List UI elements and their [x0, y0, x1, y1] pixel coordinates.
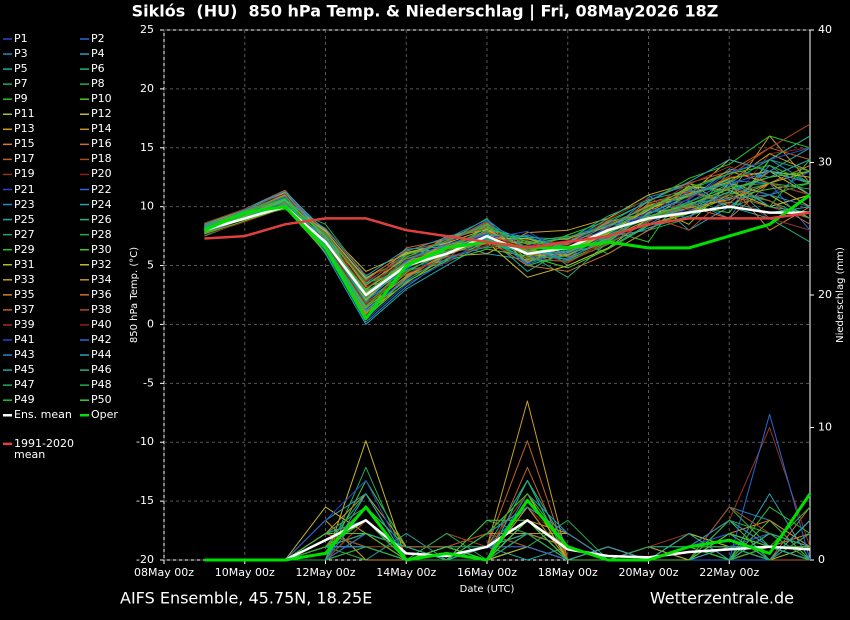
- legend-label: P16: [91, 137, 112, 151]
- y-tick-label: 10: [140, 200, 154, 213]
- y2-tick-label: 40: [818, 23, 832, 36]
- x-axis-label: Date (UTC): [460, 584, 515, 595]
- legend-label: P7: [14, 77, 28, 91]
- legend-label: P45: [14, 363, 35, 377]
- temp-line: [204, 211, 811, 250]
- legend-label: P46: [91, 363, 112, 377]
- legend-label: P26: [91, 212, 112, 226]
- legend-label: P36: [91, 287, 112, 301]
- y2-tick-label: 0: [818, 553, 825, 566]
- legend-label: P4: [91, 47, 105, 61]
- y-tick-label: 0: [147, 317, 154, 330]
- legend-label: P48: [91, 378, 112, 392]
- legend-label: Ens. mean: [14, 408, 72, 422]
- legend-label: P15: [14, 137, 35, 151]
- legend-label: P35: [14, 287, 35, 301]
- x-tick-label: 18May 00z: [538, 566, 598, 579]
- legend-label: P32: [91, 257, 112, 271]
- y-tick-label: -15: [136, 494, 154, 507]
- y2-tick-label: 30: [818, 156, 832, 169]
- legend-label: P37: [14, 302, 35, 316]
- footer-right: Wetterzentrale.de: [650, 589, 794, 608]
- legend-label: P22: [91, 182, 112, 196]
- legend-label: P44: [91, 348, 112, 362]
- legend-label: P47: [14, 378, 35, 392]
- precip-line: [204, 492, 812, 562]
- legend-label: P1: [14, 32, 28, 45]
- footer-left: AIFS Ensemble, 45.75N, 18.25E: [120, 589, 372, 608]
- legend-label: P39: [14, 317, 35, 331]
- legend-label: P24: [91, 197, 112, 211]
- x-tick-label: 14May 00z: [376, 566, 436, 579]
- legend-label: P6: [91, 62, 105, 76]
- x-tick-label: 20May 00z: [618, 566, 678, 579]
- legend-label: P10: [91, 92, 112, 106]
- x-tick-label: 22May 00z: [699, 566, 759, 579]
- x-tick-label: 10May 00z: [215, 566, 275, 579]
- y-tick-label: -20: [136, 553, 154, 566]
- legend-label: P30: [91, 242, 112, 256]
- temp-line: [204, 182, 811, 318]
- legend-label: P31: [14, 257, 35, 271]
- y-tick-label: 25: [140, 23, 154, 36]
- precip-line: [204, 519, 811, 561]
- temp-line: [204, 159, 811, 277]
- chart-title: Siklós (HU) 850 hPa Temp. & Niederschlag…: [132, 2, 719, 22]
- y-axis-label: 850 hPa Temp. (°C): [129, 247, 140, 343]
- legend-label: P23: [14, 197, 35, 211]
- precip-line: [204, 493, 811, 561]
- legend-label: P5: [14, 62, 28, 76]
- legend-label: P20: [91, 167, 112, 181]
- legend-label: P11: [14, 107, 35, 121]
- legend-label: P18: [91, 152, 112, 166]
- legend-label: P28: [91, 227, 112, 241]
- y2-tick-label: 10: [818, 421, 832, 434]
- y-tick-label: 5: [147, 259, 154, 272]
- legend-label: P2: [91, 32, 105, 45]
- legend-label: P29: [14, 242, 35, 256]
- legend-label: P12: [91, 107, 112, 121]
- y-tick-label: 20: [140, 82, 154, 95]
- precip-line: [204, 519, 811, 562]
- precip-line: [204, 519, 810, 561]
- legend-label: P9: [14, 92, 28, 106]
- legend-label: Oper: [91, 408, 118, 422]
- y-tick-label: -5: [143, 376, 154, 389]
- y-tick-label: -10: [136, 435, 154, 448]
- legend-label: 1991-2020 mean: [14, 436, 74, 461]
- legend-label: P50: [91, 393, 112, 407]
- legend-label: P3: [14, 47, 28, 61]
- x-tick-label: 12May 00z: [295, 566, 355, 579]
- legend-label: P17: [14, 152, 35, 166]
- x-tick-label: 16May 00z: [457, 566, 517, 579]
- legend-label: P13: [14, 122, 35, 136]
- legend-label: P42: [91, 333, 112, 346]
- legend-label: P25: [14, 212, 35, 226]
- legend-label: P49: [14, 393, 35, 407]
- legend-label: P41: [14, 333, 35, 346]
- x-tick-label: 08May 00z: [134, 566, 194, 579]
- y2-tick-label: 20: [818, 288, 832, 301]
- legend-label: P34: [91, 272, 112, 286]
- legend-label: P40: [91, 317, 112, 331]
- legend-label: P33: [14, 272, 35, 286]
- legend-label: P38: [91, 302, 112, 316]
- y-tick-label: 15: [140, 141, 154, 154]
- legend-label: P43: [14, 348, 35, 362]
- legend-label: P19: [14, 167, 35, 181]
- legend-label: P14: [91, 122, 112, 136]
- legend-label: P8: [91, 77, 105, 91]
- legend-label: P27: [14, 227, 35, 241]
- legend-label: P21: [14, 182, 35, 196]
- y2-axis-label: Niederschlag (mm): [835, 247, 846, 343]
